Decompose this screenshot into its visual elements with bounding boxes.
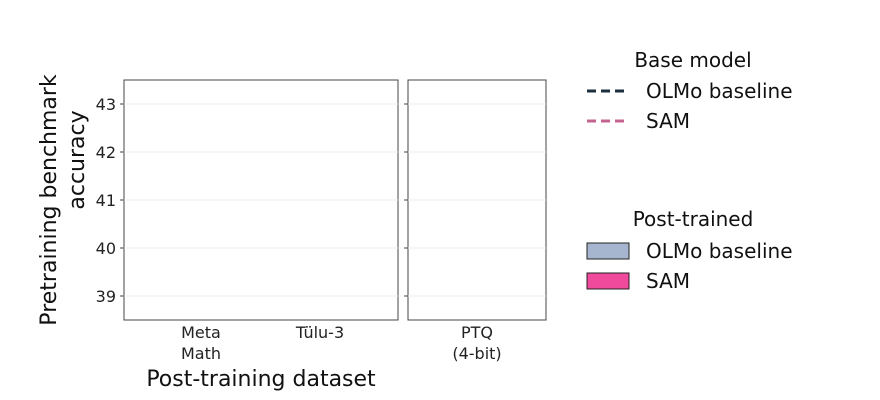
legend-label-base-sam: SAM	[646, 109, 690, 133]
grid-right	[408, 103, 546, 297]
ytick-label-39: 39	[96, 287, 116, 306]
legend: Base model OLMo baseline SAM Post-traine…	[586, 48, 793, 293]
xtick-label-ptq-line1: PTQ	[461, 323, 493, 342]
legend-label-post-sam: SAM	[646, 269, 690, 293]
xtick-label-metamath-line2: Math	[181, 344, 221, 363]
xtick-label-tulu3: Tülu-3	[295, 323, 344, 342]
panel-right	[404, 79, 547, 321]
legend-title-post-trained: Post-trained	[633, 207, 754, 231]
x-axis-title: Post-training dataset	[146, 367, 376, 392]
legend-patch-sam	[586, 272, 630, 290]
grid-left	[124, 103, 398, 297]
panel-left	[120, 79, 399, 321]
legend-patch-olmo-baseline	[586, 242, 630, 260]
ytick-label-41: 41	[96, 191, 116, 210]
ytick-marks-right	[404, 103, 408, 297]
ytick-marks-left	[120, 103, 124, 297]
xtick-label-ptq-line2: (4-bit)	[452, 344, 501, 363]
y-axis-title-line1: Pretraining benchmark	[37, 74, 62, 326]
ytick-label-42: 42	[96, 143, 116, 162]
ytick-label-40: 40	[96, 239, 116, 258]
ytick-labels: 39 40 41 42 43	[96, 95, 116, 306]
y-axis-title-line2: accuracy	[65, 110, 90, 209]
legend-label-base-olmo: OLMo baseline	[646, 79, 793, 103]
ytick-label-43: 43	[96, 95, 116, 114]
legend-title-base-model: Base model	[634, 48, 751, 72]
legend-label-post-olmo: OLMo baseline	[646, 239, 793, 263]
xtick-label-metamath-line1: Meta	[181, 323, 221, 342]
